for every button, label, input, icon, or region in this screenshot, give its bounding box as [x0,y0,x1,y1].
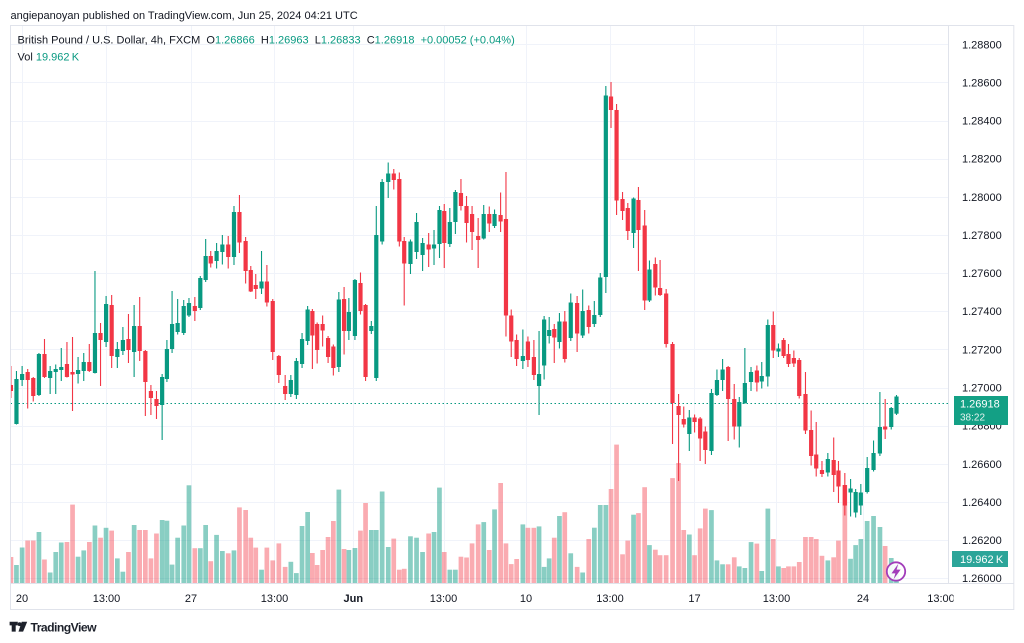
svg-text:13:00: 13:00 [596,593,624,605]
svg-text:1.27400: 1.27400 [962,306,1002,318]
svg-text:1.26200: 1.26200 [962,535,1002,547]
svg-text:1.26600: 1.26600 [962,459,1002,471]
svg-text:10: 10 [520,593,532,605]
svg-text:TradingView: TradingView [31,621,98,635]
svg-text:1.28400: 1.28400 [962,116,1002,128]
svg-text:Jun: Jun [344,593,364,605]
svg-text:1.27800: 1.27800 [962,230,1002,242]
svg-text:20: 20 [16,593,28,605]
svg-text:13:00: 13:00 [93,593,121,605]
svg-text:1.28000: 1.28000 [962,192,1002,204]
svg-text:British Pound / U.S. Dollar, 4: British Pound / U.S. Dollar, 4h, FXCM O1… [18,35,515,47]
svg-text:13:00: 13:00 [927,593,955,605]
svg-text:13:00: 13:00 [763,593,791,605]
svg-text:1.27200: 1.27200 [962,344,1002,356]
svg-text:1.27000: 1.27000 [962,383,1002,395]
svg-text:13:00: 13:00 [261,593,289,605]
svg-text:38:22: 38:22 [960,413,985,424]
svg-text:27: 27 [185,593,197,605]
svg-text:1.26000: 1.26000 [962,573,1002,585]
svg-text:1.26918: 1.26918 [960,399,1000,411]
svg-text:1.26400: 1.26400 [962,497,1002,509]
svg-text:1.28200: 1.28200 [962,154,1002,166]
svg-text:1.28600: 1.28600 [962,78,1002,90]
svg-text:13:00: 13:00 [430,593,458,605]
svg-text:24: 24 [857,593,869,605]
svg-text:17: 17 [688,593,700,605]
svg-text:19.962 K: 19.962 K [960,554,1004,566]
svg-text:1.28800: 1.28800 [962,39,1002,51]
svg-text:Vol 19.962 K: Vol 19.962 K [18,52,80,64]
svg-text:angiepanoyan published on Trad: angiepanoyan published on TradingView.co… [11,10,358,22]
svg-text:1.27600: 1.27600 [962,268,1002,280]
